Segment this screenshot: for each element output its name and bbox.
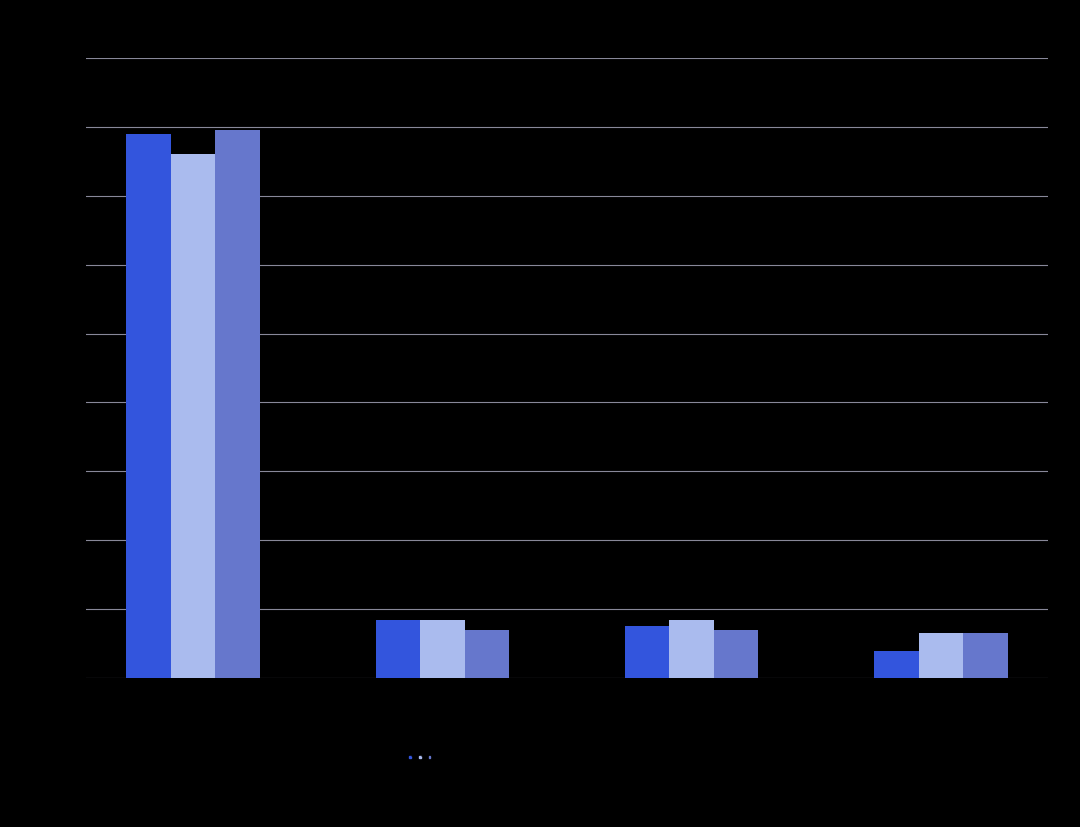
Bar <box>919 633 963 678</box>
Legend: 2019/20, 2020/21, 2021/22: 2019/20, 2020/21, 2021/22 <box>408 755 437 758</box>
Bar <box>714 630 758 678</box>
Bar <box>464 630 509 678</box>
Bar <box>670 619 714 678</box>
Bar <box>625 627 670 678</box>
Bar <box>963 633 1008 678</box>
Bar <box>874 651 919 678</box>
Bar <box>215 130 260 678</box>
Bar <box>376 619 420 678</box>
Bar <box>126 134 171 678</box>
Bar <box>420 619 464 678</box>
Bar <box>171 155 215 678</box>
